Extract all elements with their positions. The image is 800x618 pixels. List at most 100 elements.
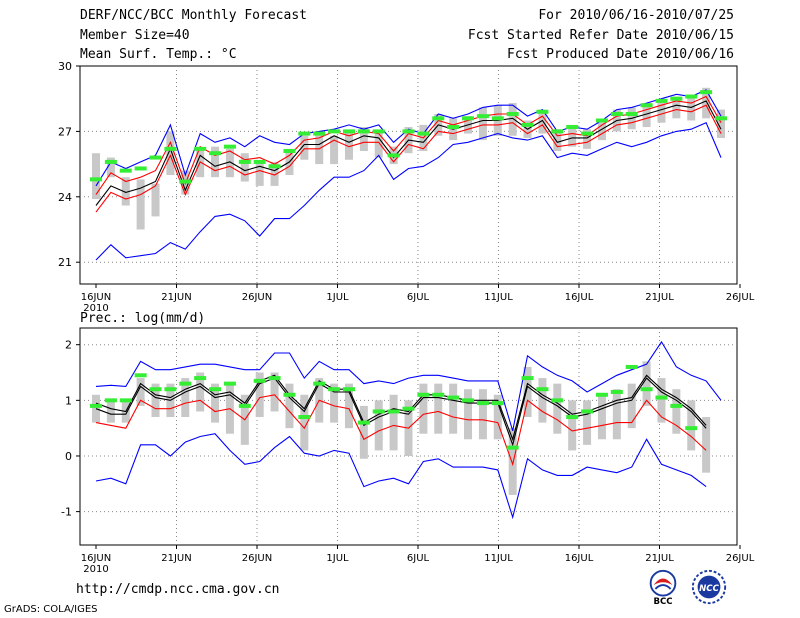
spread-bar — [300, 135, 309, 160]
ensemble-mark — [342, 387, 355, 392]
spread-bar — [493, 394, 502, 440]
ensemble-mark — [685, 94, 698, 99]
ensemble-mark — [536, 387, 549, 392]
ensemble-mark — [104, 159, 117, 164]
plot-frame-1 — [79, 327, 738, 546]
spread-bar — [478, 107, 487, 141]
ensemble-mark — [476, 401, 489, 406]
spread-bar — [106, 400, 115, 423]
x-tick-label: 21JUL — [645, 553, 674, 564]
spread-bar — [136, 179, 145, 230]
x-tick-label: 16JUL — [565, 553, 594, 564]
ensemble-mark — [149, 387, 162, 392]
spread-bar — [121, 177, 130, 206]
spread-bar — [702, 87, 711, 119]
x-tick-label: 16JUN — [81, 553, 111, 564]
series-upper — [95, 374, 707, 442]
spread-bar — [270, 372, 279, 412]
spread-bar — [672, 96, 681, 119]
ensemble-mark — [417, 392, 430, 397]
y-tick-label: 24 — [58, 191, 72, 204]
ncc-logo: NCC — [691, 569, 727, 605]
ensemble-mark — [625, 111, 638, 116]
ensemble-mark — [506, 111, 519, 116]
spread-bar — [538, 378, 547, 423]
spread-bar — [657, 378, 666, 423]
precip-panel-title: Prec.: log(mm/d) — [80, 311, 205, 326]
spread-bar — [285, 383, 294, 429]
source-url[interactable]: http://cmdp.ncc.cma.gov.cn — [76, 582, 280, 597]
ensemble-mark — [595, 118, 608, 123]
spread-bar — [181, 378, 190, 418]
ensemble-mark — [253, 159, 266, 164]
spread-bar — [359, 127, 368, 152]
spread-bar — [300, 394, 309, 451]
ensemble-mark — [521, 376, 534, 381]
spread-bar — [434, 383, 443, 434]
spread-bar — [687, 400, 696, 451]
ensemble-mark — [402, 129, 415, 134]
ensemble-mark — [313, 381, 326, 386]
forecast-period: For 2010/06/16-2010/07/25 — [538, 8, 734, 23]
spread-bar — [538, 109, 547, 134]
ensemble-mark — [209, 387, 222, 392]
bcc-logo-text: BCC — [653, 597, 672, 606]
ensemble-mark — [655, 98, 668, 103]
ensemble-mark — [104, 398, 117, 403]
x-year-label: 2010 — [83, 303, 108, 314]
series-mean — [95, 377, 707, 447]
spread-bar — [270, 161, 279, 186]
bcc-logo: BCC — [649, 569, 677, 606]
spread-bar — [344, 131, 353, 160]
spread-bar — [330, 383, 339, 423]
ensemble-mark — [119, 398, 132, 403]
x-tick-label: 16JUN — [81, 292, 111, 303]
ensemble-mark — [610, 389, 623, 394]
ensemble-mark — [581, 409, 594, 414]
variable-label: Mean Surf. Temp.: °C — [80, 47, 237, 62]
spread-bar — [672, 389, 681, 434]
x-tick-label: 26JUN — [242, 553, 272, 564]
spread-bar — [151, 383, 160, 418]
spread-bar — [642, 361, 651, 406]
spread-bar — [374, 400, 383, 451]
spread-bar — [92, 394, 100, 423]
ensemble-mark — [387, 409, 400, 414]
series-min — [95, 433, 707, 520]
ensemble-mark — [551, 398, 564, 403]
spread-bar — [583, 400, 592, 445]
ensemble-mark — [268, 376, 281, 381]
spread-bar — [211, 146, 220, 178]
series-max — [95, 340, 722, 432]
ensemble-mark — [595, 392, 608, 397]
chart-title: DERF/NCC/BCC Monthly Forecast — [80, 8, 307, 23]
ensemble-mark — [238, 403, 251, 408]
ensemble-mark — [164, 387, 177, 392]
member-size: Member Size=40 — [80, 28, 190, 43]
spread-bar — [374, 131, 383, 158]
ensemble-mark — [223, 144, 236, 149]
ensemble-mark — [313, 131, 326, 136]
y-tick-label: 0 — [65, 450, 72, 463]
series-max — [95, 89, 722, 187]
ensemble-mark — [670, 403, 683, 408]
spread-bar — [255, 372, 264, 418]
ensemble-mark — [357, 420, 370, 425]
ensemble-mark — [476, 114, 489, 119]
ensemble-mark — [134, 373, 147, 378]
ensemble-mark — [566, 415, 579, 420]
x-tick-label: 11JUL — [484, 292, 513, 303]
y-tick-label: 27 — [58, 125, 72, 138]
ensemble-mark — [357, 129, 370, 134]
ensemble-mark — [90, 403, 102, 408]
ensemble-mark — [119, 168, 132, 173]
spread-bar — [568, 124, 577, 147]
spread-bar — [717, 109, 725, 138]
ensemble-mark — [491, 116, 504, 121]
ensemble-mark — [700, 90, 713, 95]
spread-bar — [464, 389, 473, 440]
spread-bar — [597, 122, 606, 141]
spread-bar — [330, 135, 339, 165]
ensemble-mark — [209, 151, 222, 156]
ensemble-mark — [179, 381, 192, 386]
